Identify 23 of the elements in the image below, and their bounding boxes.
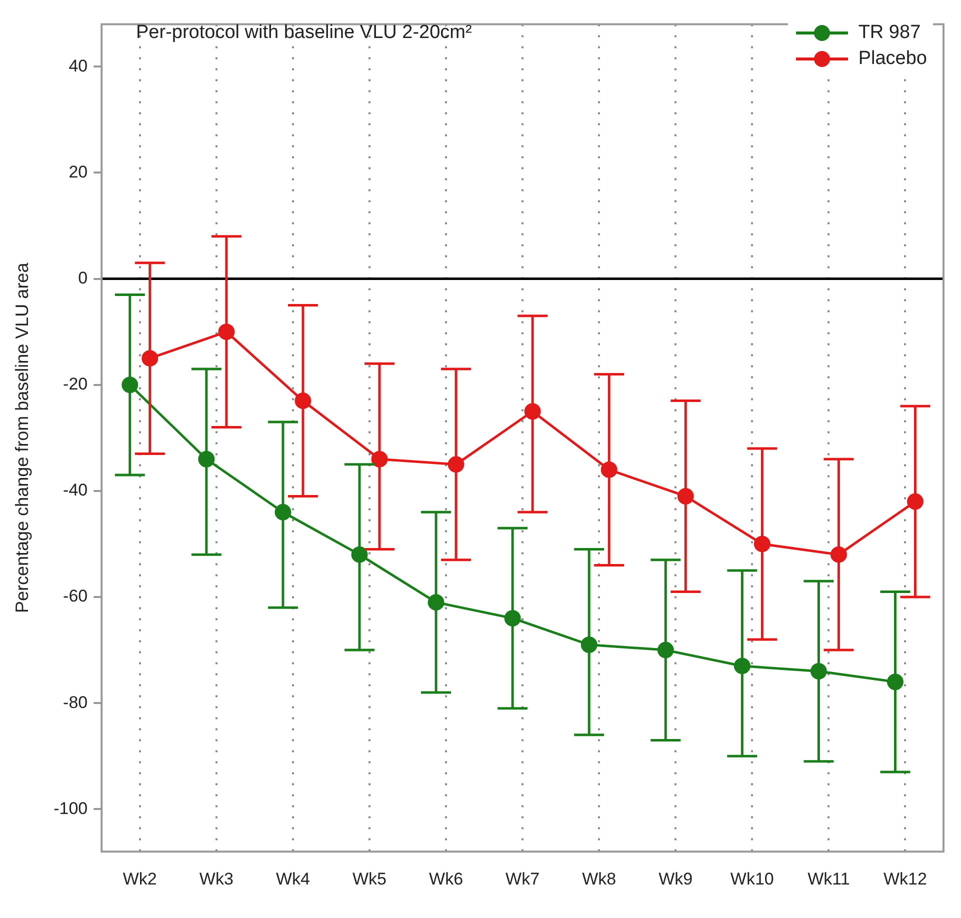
x-tick-label: Wk6 [429,869,464,888]
legend-label: TR 987 [858,22,921,44]
x-tick-label: Wk8 [582,869,616,888]
x-tick-label: Wk2 [122,869,157,888]
y-tick-label: 20 [68,162,88,182]
y-tick-label: -80 [63,692,88,712]
x-tick-label: Wk9 [658,869,693,888]
x-tick-label: Wk4 [276,869,310,888]
chart-title: Per-protocol with baseline VLU 2-20cm² [136,22,472,44]
y-axis-title: Percentage change from baseline VLU area [12,262,32,614]
y-tick-label: -60 [63,586,88,606]
x-tick-label: Wk3 [199,869,234,888]
y-tick-label: -40 [63,480,88,500]
y-tick-label: 0 [78,268,88,288]
y-tick-label: -100 [54,798,88,818]
legend-label: Placebo [858,48,927,70]
x-tick-label: Wk7 [506,869,540,888]
x-tick-label: Wk10 [730,869,774,888]
y-tick-label: -20 [63,374,88,394]
x-tick-label: Wk12 [884,869,927,888]
y-tick-label: 40 [68,56,88,76]
x-tick-label: Wk5 [352,869,386,888]
x-tick-label: Wk11 [808,869,850,888]
